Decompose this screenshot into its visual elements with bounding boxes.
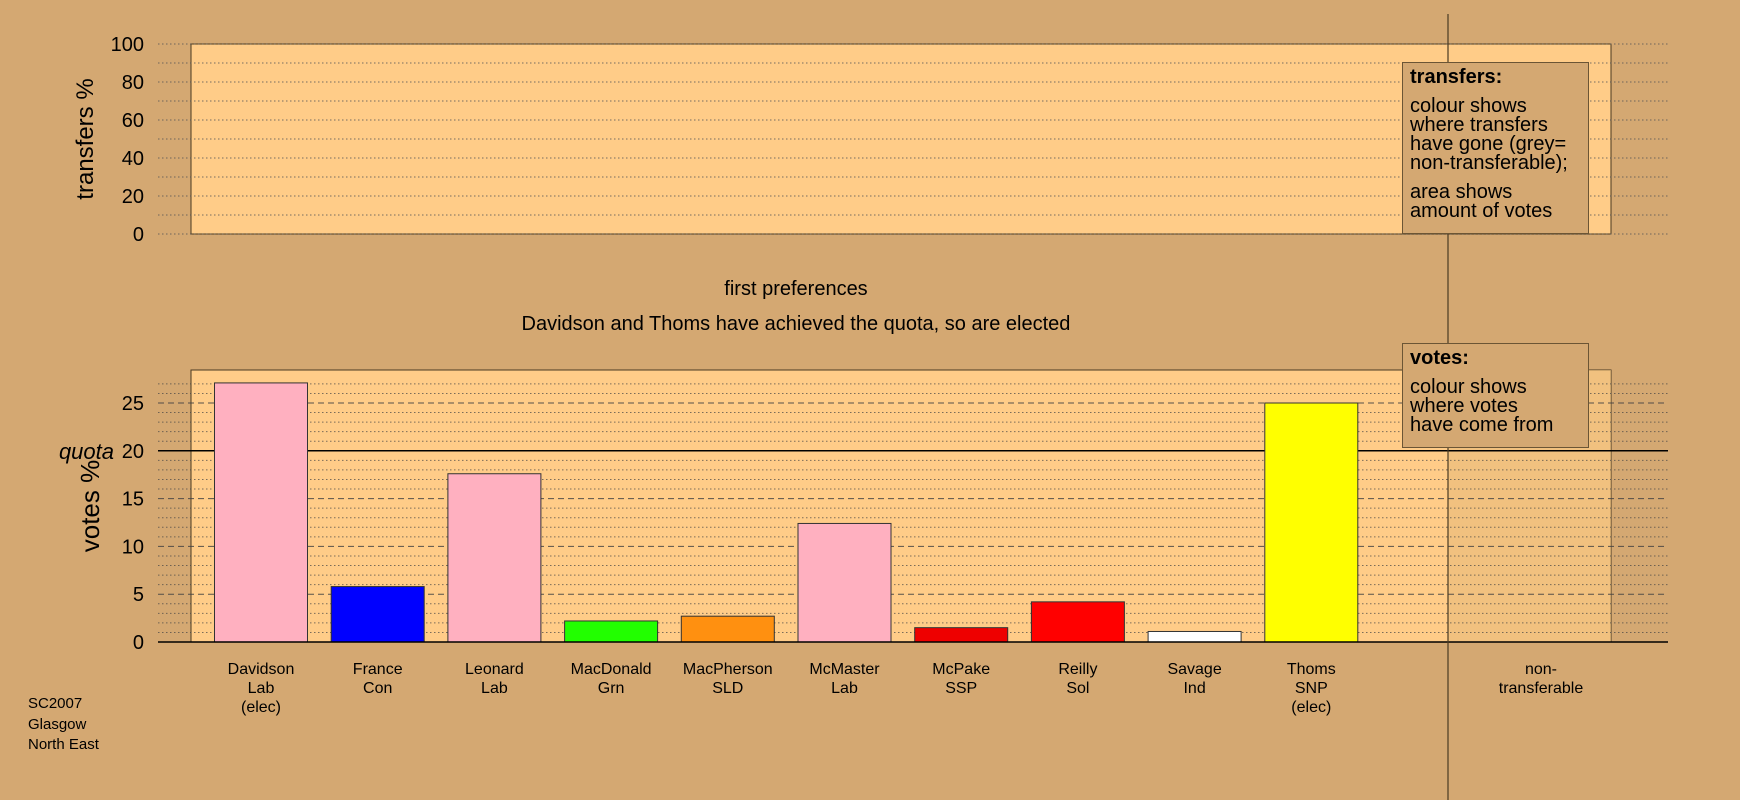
votes-y-tick-label: 20 (122, 441, 144, 463)
votes-panel-background (190, 369, 1612, 643)
x-tick-label: Grn (598, 680, 625, 697)
x-tick-label: Reilly (1058, 661, 1097, 678)
transfers-y-tick-label: 0 (133, 224, 144, 246)
votes-panel: quota 0 5 10 15 20 25 votes % Davidson Lab (elec) F… (59, 369, 1668, 716)
chart-subtitle: Davidson and Thoms have achieved the quo… (522, 313, 1071, 335)
votes-y-tick-label: 10 (122, 536, 144, 558)
bar-macdonald (564, 620, 659, 643)
x-tick-label: Leonard (465, 661, 524, 678)
bar-davidson (214, 382, 308, 643)
x-tick-label: France (353, 661, 403, 678)
transfers-y-tick-label: 60 (122, 110, 144, 132)
x-tick-label: SSP (945, 680, 977, 697)
transfers-y-axis-label: transfers % (72, 78, 99, 199)
transfers-y-tick-label: 20 (122, 186, 144, 208)
x-tick-label: SLD (712, 680, 743, 697)
source-line: Glasgow (28, 715, 87, 733)
x-tick-label: Sol (1066, 680, 1089, 697)
source-line: SC2007 (28, 695, 83, 712)
x-tick-label: MacPherson (683, 661, 773, 678)
votes-legend: votes: colour shows where votes have com… (1402, 343, 1589, 448)
votes-y-axis-label: votes % (75, 460, 105, 553)
x-tick-label: SNP (1295, 680, 1328, 697)
votes-y-tick-label: 5 (133, 584, 144, 606)
x-tick-label: Lab (248, 680, 275, 697)
transfers-legend-line: area shows (1410, 181, 1513, 203)
x-tick-label: McMaster (809, 661, 880, 678)
votes-legend-line: have come from (1410, 414, 1554, 436)
transfers-legend-area-text: area shows amount of votes (1410, 181, 1581, 222)
votes-y-tick-label: 15 (122, 489, 144, 511)
bar-leonard (447, 473, 542, 643)
votes-legend-line: where votes (1410, 395, 1518, 417)
transfers-panel: 0 20 40 60 80 100 transfers % (72, 34, 1668, 246)
x-tick-label: Savage (1167, 661, 1221, 678)
x-tick-label: (elec) (241, 699, 281, 716)
transfers-legend-line: colour shows (1410, 95, 1527, 117)
chart-title: first preferences (724, 278, 867, 300)
x-tick-label: Ind (1183, 680, 1205, 697)
non-transferable-label: transferable (1499, 680, 1584, 697)
x-tick-label: Lab (831, 680, 858, 697)
bar-savage (1147, 630, 1242, 643)
transfers-legend-line: non-transferable); (1410, 152, 1568, 174)
transfers-y-tick-label: 40 (122, 148, 144, 170)
bar-mcmaster (797, 522, 892, 643)
x-tick-label: Thoms (1287, 661, 1336, 678)
transfers-legend-title: transfers: (1410, 66, 1503, 88)
votes-legend-line: colour shows (1410, 376, 1527, 398)
x-tick-label: MacDonald (571, 661, 652, 678)
source-label: SC2007 Glasgow North East (28, 694, 99, 756)
bar-reilly (1030, 601, 1125, 643)
votes-y-tick-label: 25 (122, 393, 144, 415)
bar-france (330, 586, 425, 643)
x-tick-label: McPake (932, 661, 990, 678)
transfers-legend-line: amount of votes (1410, 200, 1553, 222)
bar-mcpake (914, 627, 1009, 643)
transfers-legend-colour-text: colour shows where transfers have gone (… (1410, 95, 1581, 174)
non-transferable-label: non- (1525, 661, 1557, 678)
transfers-y-tick-label: 80 (122, 72, 144, 94)
votes-legend-colour-text: colour shows where votes have come from (1410, 376, 1581, 436)
x-tick-label: Con (363, 680, 392, 697)
transfers-legend-line: have gone (grey= (1410, 133, 1567, 155)
transfers-y-tick-label: 100 (111, 34, 144, 56)
x-tick-label: Lab (481, 680, 508, 697)
votes-legend-title: votes: (1410, 347, 1469, 369)
bar-thoms (1264, 402, 1359, 643)
votes-y-tick-label: 0 (133, 632, 144, 654)
x-tick-label: (elec) (1291, 699, 1331, 716)
source-line: North East (28, 736, 99, 753)
transfers-legend: transfers: colour shows where transfers … (1402, 62, 1589, 234)
transfers-legend-line: where transfers (1410, 114, 1548, 136)
bar-macpherson (680, 615, 775, 643)
x-tick-label: Davidson (228, 661, 295, 678)
quota-label: quota (59, 439, 114, 464)
